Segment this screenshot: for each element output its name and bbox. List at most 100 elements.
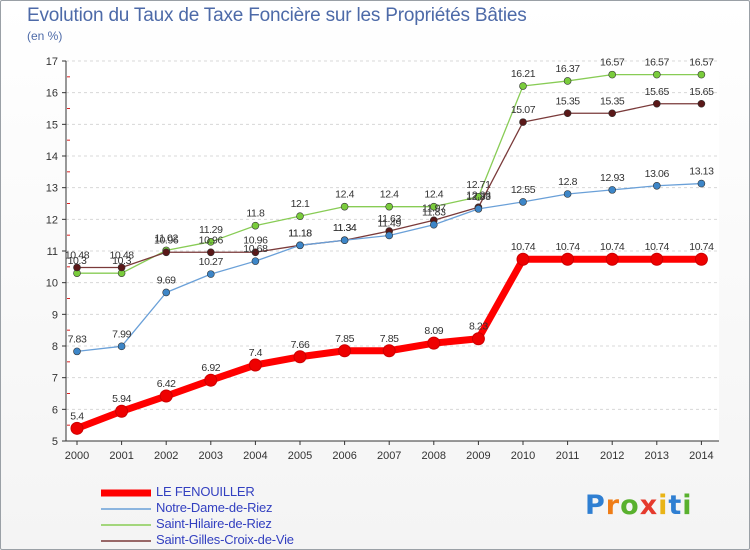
data-point (162, 248, 170, 257)
data-point (73, 263, 81, 272)
data-label: 10.27 (199, 256, 224, 268)
data-label: 11.34 (333, 222, 357, 234)
y-tick-label: 6 (52, 404, 58, 416)
data-point (385, 231, 394, 240)
logo-letter: i (682, 490, 693, 521)
data-label: 11.29 (199, 224, 223, 236)
data-label: 10.3 (112, 255, 131, 267)
y-tick-label: 17 (46, 56, 58, 68)
chart-unit-label: (en %) (27, 29, 63, 43)
logo-letter: o (620, 490, 640, 521)
data-label: 7.83 (68, 333, 87, 345)
x-tick-label: 2010 (511, 450, 535, 462)
legend-item-label: Saint-Hilaire-de-Riez (156, 516, 272, 531)
data-point (340, 236, 349, 245)
data-label: 12.1 (291, 198, 310, 210)
data-label: 15.35 (600, 95, 625, 107)
data-label: 8.09 (424, 325, 443, 337)
data-point (117, 263, 126, 272)
data-label: 13.13 (689, 166, 714, 178)
data-point (697, 179, 706, 188)
logo-letter: x (639, 490, 659, 521)
data-label: 7.99 (112, 328, 131, 340)
data-point (385, 202, 394, 211)
data-label: 12.8 (558, 176, 577, 188)
logo-letter: t (668, 490, 683, 521)
data-label: 6.42 (157, 378, 176, 390)
x-tick-label: 2007 (377, 450, 401, 462)
y-tick-label: 9 (52, 309, 58, 321)
data-point (516, 252, 530, 266)
data-point (605, 252, 619, 266)
x-tick-label: 2000 (65, 450, 89, 462)
y-tick-label: 5 (52, 436, 58, 448)
logo-letter: P (585, 490, 606, 521)
data-label: 16.57 (689, 57, 714, 69)
data-point (519, 118, 527, 126)
data-point (248, 358, 262, 372)
data-label: 11.18 (288, 227, 312, 239)
legend-item-label: Saint-Gilles-Croix-de-Vie (156, 532, 294, 547)
data-point (251, 248, 260, 257)
data-point (652, 181, 661, 190)
series-saint-hilaire-de-riez: 10.3 10.3 11.02 11.29 11.8 12.1 12.4 12.4 12.4 12… (68, 57, 714, 277)
data-label: 10.96 (243, 234, 268, 246)
data-label: 12.33 (466, 191, 491, 203)
data-point (608, 70, 617, 79)
data-point (340, 202, 349, 211)
data-point (694, 252, 708, 266)
data-point (519, 198, 527, 206)
data-label: 11.18 (288, 227, 312, 239)
y-tick-label: 8 (52, 341, 58, 353)
legend-item-label: Notre-Dame-de-Riez (156, 500, 273, 515)
data-point (650, 252, 664, 266)
chart-title: Evolution du Taux de Taxe Foncière sur l… (27, 5, 527, 26)
data-point (474, 205, 483, 213)
x-tick-label: 2008 (422, 450, 446, 462)
data-label: 10.96 (199, 234, 224, 246)
data-point (427, 336, 441, 350)
y-tick-label: 7 (52, 373, 58, 385)
data-label: 10.74 (600, 241, 625, 253)
data-label: 10.3 (68, 255, 87, 267)
y-tick-label: 13 (46, 183, 58, 195)
data-point (296, 241, 304, 250)
data-label: 11.34 (333, 222, 357, 234)
data-label: 12.4 (424, 189, 443, 201)
x-tick-label: 2002 (154, 450, 178, 462)
data-label: 15.65 (645, 86, 670, 98)
data-label: 7.85 (335, 333, 354, 345)
data-point (382, 344, 396, 358)
data-label: 7.4 (249, 347, 263, 359)
data-label: 10.74 (511, 241, 536, 253)
series-le-fenouiller: 5.4 5.94 6.42 6.92 7.4 7.66 7.85 7.85 8.09 8.23 10… (70, 241, 714, 435)
y-tick-label: 12 (46, 214, 58, 226)
data-point (429, 220, 438, 229)
data-point (697, 70, 706, 79)
data-point (519, 82, 527, 90)
x-tick-label: 2011 (556, 450, 580, 462)
data-point (207, 238, 215, 246)
data-point (207, 270, 215, 278)
y-tick-label: 10 (46, 278, 58, 290)
data-point (115, 404, 129, 418)
data-label: 5.4 (70, 410, 84, 422)
y-tick-label: 16 (46, 88, 58, 100)
data-label: 12.55 (511, 184, 536, 196)
data-point (608, 109, 617, 118)
y-tick-label: 14 (46, 151, 58, 163)
data-label: 16.37 (555, 63, 580, 75)
data-label: 12.71 (466, 179, 491, 191)
data-point (652, 70, 661, 79)
x-tick-label: 2004 (243, 450, 267, 462)
data-point (652, 99, 661, 108)
data-point (207, 248, 215, 257)
data-point (73, 347, 81, 356)
legend-item-label: LE FENOUILLER (156, 484, 255, 499)
data-point (697, 99, 706, 108)
x-tick-label: 2006 (332, 450, 356, 462)
data-label: 11.8 (246, 208, 265, 220)
y-tick-label: 11 (47, 246, 58, 258)
